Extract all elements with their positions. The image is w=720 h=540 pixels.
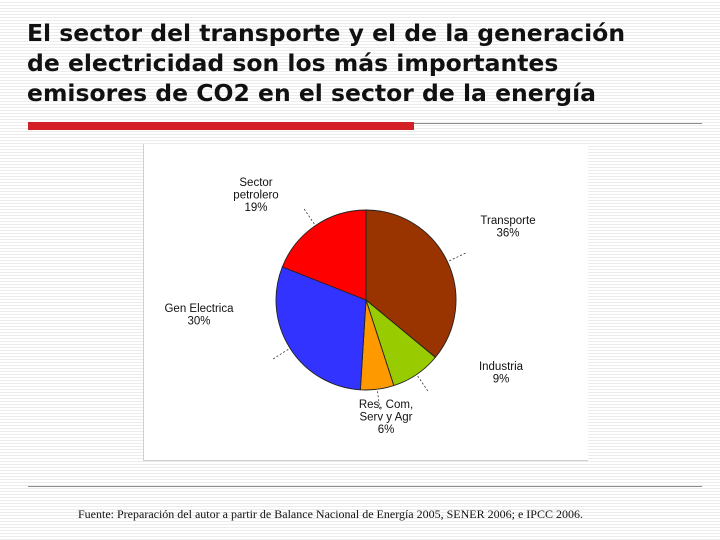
title-accent-bar: [28, 122, 414, 130]
slice-label-industria: Industria 9%: [479, 361, 524, 386]
footer-divider-line: [28, 486, 702, 487]
pie-slice-transporte: [365, 209, 457, 359]
title-line-3: emisores de CO2 en el sector de la energ…: [27, 79, 597, 107]
leader-line-gen-electrica: [271, 348, 289, 361]
leader-line-industria: [417, 375, 430, 393]
slice-label-res-com-serv-agr: Res, Com, Serv y Agr 6%: [359, 399, 413, 436]
pie-chart: Transporte 36% Industria 9% Res, Com, Serv y …: [164, 177, 535, 436]
slide-title: El sector del transporte y el de la gene…: [27, 18, 707, 108]
leader-line-sector-petrolero: [302, 207, 315, 225]
leader-line-res-com-serv-agr: [377, 391, 381, 412]
pie-slice-sector-petrolero: [281, 209, 367, 301]
slice-label-transporte: Transporte 36%: [480, 215, 535, 240]
pie-slice-gen-electrica: [275, 266, 367, 391]
pie-chart-panel: Transporte 36% Industria 9% Res, Com, Serv y …: [143, 144, 588, 461]
leader-line-transporte: [449, 251, 468, 262]
slice-label-gen-electrica: Gen Electrica 30%: [164, 303, 234, 328]
title-line-1: El sector del transporte y el de la gene…: [27, 19, 626, 47]
slice-label-sector-petrolero: Sector petrolero 19%: [233, 177, 278, 214]
source-note: Fuente: Preparación del autor a partir d…: [78, 507, 583, 521]
title-line-2: de electricidad son los más importantes: [27, 49, 559, 77]
